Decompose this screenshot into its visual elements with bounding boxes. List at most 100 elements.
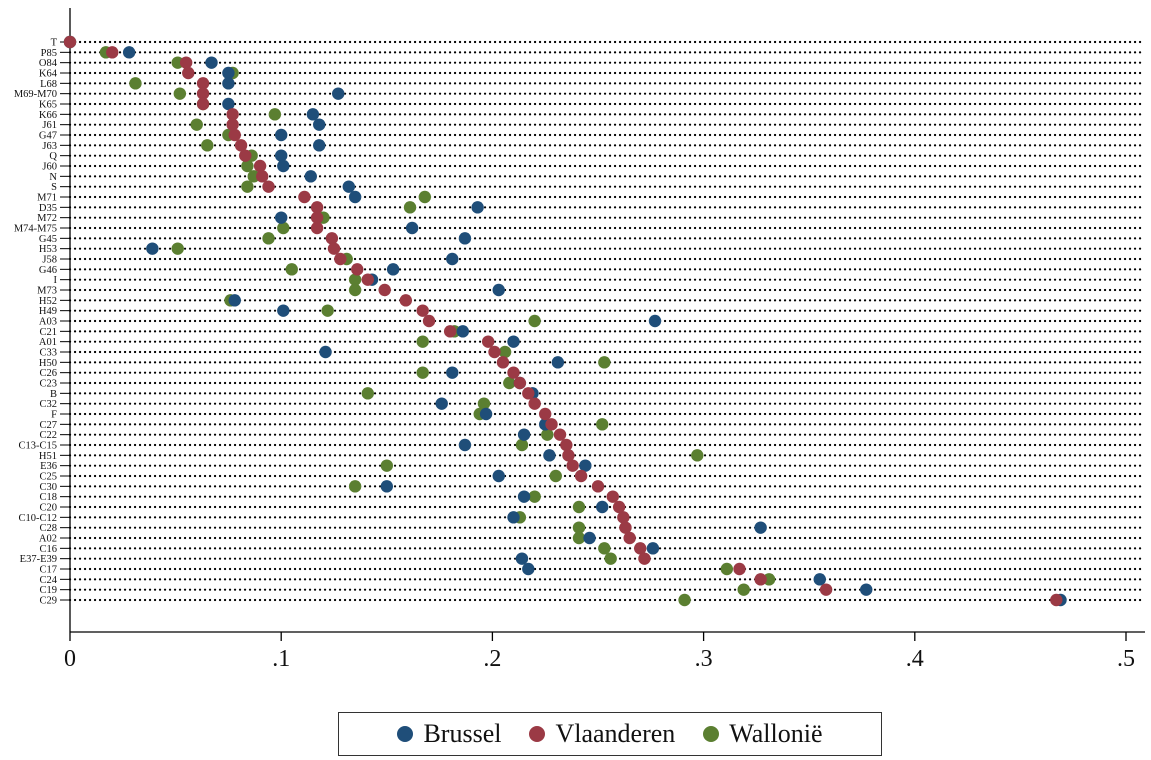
category-label-n: N: [49, 172, 57, 183]
point-vlaanderen-m74-m75: [310, 221, 324, 235]
point-vlaanderen-p85: [106, 46, 119, 59]
point-walloni-c23: [503, 376, 516, 390]
point-vlaanderen-c21: [443, 325, 457, 338]
point-brussel-k64: [222, 66, 235, 80]
category-label-c22: C22: [39, 430, 57, 441]
x-tick-label-1: .1: [272, 646, 290, 672]
point-vlaanderen-d35: [310, 201, 324, 214]
point-vlaanderen-c20: [612, 500, 626, 514]
point-walloni-h49: [321, 304, 334, 317]
point-walloni-c26: [416, 366, 429, 379]
point-brussel-j58: [446, 252, 459, 266]
point-vlaanderen-j60: [253, 159, 267, 173]
category-label-a01: A01: [39, 337, 57, 348]
point-walloni-c20: [572, 500, 586, 514]
category-label-c19: C19: [39, 585, 57, 596]
point-brussel-c32: [435, 397, 448, 410]
point-brussel-c28: [754, 521, 767, 534]
category-label-b: B: [50, 389, 57, 400]
x-tick-label-2: .2: [483, 646, 501, 672]
point-walloni-h50: [598, 356, 611, 369]
point-walloni-m73: [348, 283, 362, 297]
point-brussel-c10-c12: [507, 511, 520, 524]
x-tick-label-3: .3: [695, 646, 713, 672]
point-walloni-e36: [380, 459, 393, 472]
point-walloni-c13-c15: [515, 438, 529, 452]
x-tick-label-4: .4: [906, 646, 924, 672]
category-label-p85: P85: [41, 48, 57, 59]
point-brussel-e36: [579, 459, 592, 472]
category-label-e37-e39: E37-E39: [20, 554, 57, 565]
point-vlaanderen-h50: [496, 356, 510, 369]
point-brussel-c33: [319, 345, 332, 359]
point-brussel-h51: [543, 449, 556, 462]
legend-item-vlaanderen: Vlaanderen: [529, 719, 675, 749]
point-walloni-a03: [528, 314, 541, 328]
point-walloni-e37-e39: [604, 552, 617, 565]
category-label-j60: J60: [42, 162, 57, 173]
point-brussel-p85: [122, 46, 136, 59]
point-brussel-c17: [522, 562, 535, 576]
legend-swatch-wallonie: [703, 726, 720, 742]
category-label-m74-m75: M74-M75: [14, 224, 57, 235]
point-walloni-j60: [241, 159, 254, 173]
category-labels: TP85O84K64L68M69-M70K65K66J61G47J63QJ60N…: [14, 38, 58, 607]
point-vlaanderen-c24: [754, 573, 767, 586]
category-label-h52: H52: [39, 296, 57, 307]
x-tick-labels: 0 .1 .2 .3 .4 .5: [64, 632, 1135, 672]
point-walloni-a01: [416, 335, 429, 348]
point-walloni-c18: [528, 490, 541, 503]
point-walloni-k66: [268, 108, 282, 121]
point-walloni-c17: [720, 562, 734, 576]
point-brussel-q: [275, 149, 288, 162]
point-walloni-c33: [498, 345, 512, 359]
point-vlaanderen-b: [522, 387, 535, 400]
point-brussel-c16: [646, 542, 660, 555]
point-vlaanderen-k64: [182, 66, 195, 80]
category-label-c23: C23: [39, 379, 57, 390]
point-brussel-f: [479, 407, 493, 421]
point-vlaanderen-c28: [619, 521, 632, 534]
category-label-h49: H49: [39, 306, 57, 317]
point-brussel-l68: [222, 77, 235, 90]
point-brussel-o84: [205, 56, 218, 69]
point-walloni-c30: [348, 480, 362, 493]
point-walloni-j63: [201, 139, 214, 152]
point-brussel-c20: [596, 500, 609, 514]
category-label-c20: C20: [39, 503, 57, 514]
category-label-d35: D35: [39, 203, 57, 214]
point-vlaanderen-l68: [196, 77, 210, 90]
point-brussel-m73: [492, 283, 505, 297]
point-walloni-m71: [418, 190, 432, 204]
point-brussel-c26: [446, 366, 459, 379]
point-brussel-c18: [517, 490, 531, 503]
category-label-c30: C30: [39, 482, 57, 493]
point-vlaanderen-c29: [1050, 593, 1063, 607]
point-vlaanderen-f: [539, 407, 552, 421]
category-label-c26: C26: [39, 368, 57, 379]
point-vlaanderen-c23: [513, 376, 527, 390]
x-tick-label-0: 0: [64, 646, 76, 672]
legend-item-brussel: Brussel: [397, 719, 501, 749]
point-walloni-m74-m75: [277, 221, 290, 235]
point-brussel-a01: [507, 335, 520, 348]
point-vlaanderen-k66: [226, 108, 239, 121]
point-walloni-c29: [678, 593, 691, 607]
point-brussel-h53: [146, 242, 159, 255]
category-label-g46: G46: [39, 265, 57, 276]
point-vlaanderen-a03: [422, 314, 436, 328]
category-label-j58: J58: [42, 255, 57, 266]
category-label-k64: K64: [39, 69, 58, 80]
point-brussel-g45: [458, 232, 472, 245]
point-vlaanderen-m71: [298, 190, 311, 204]
point-vlaanderen-c19: [819, 583, 833, 596]
point-vlaanderen-i: [361, 273, 374, 286]
point-brussel-g47: [275, 128, 288, 142]
category-label-c27: C27: [39, 420, 57, 431]
category-label-a02: A02: [39, 534, 57, 545]
category-label-j63: J63: [42, 141, 57, 152]
point-brussel-j61: [313, 118, 326, 131]
point-vlaanderen-c26: [507, 366, 520, 379]
point-vlaanderen-c27: [545, 418, 558, 431]
point-vlaanderen-h53: [327, 242, 341, 255]
